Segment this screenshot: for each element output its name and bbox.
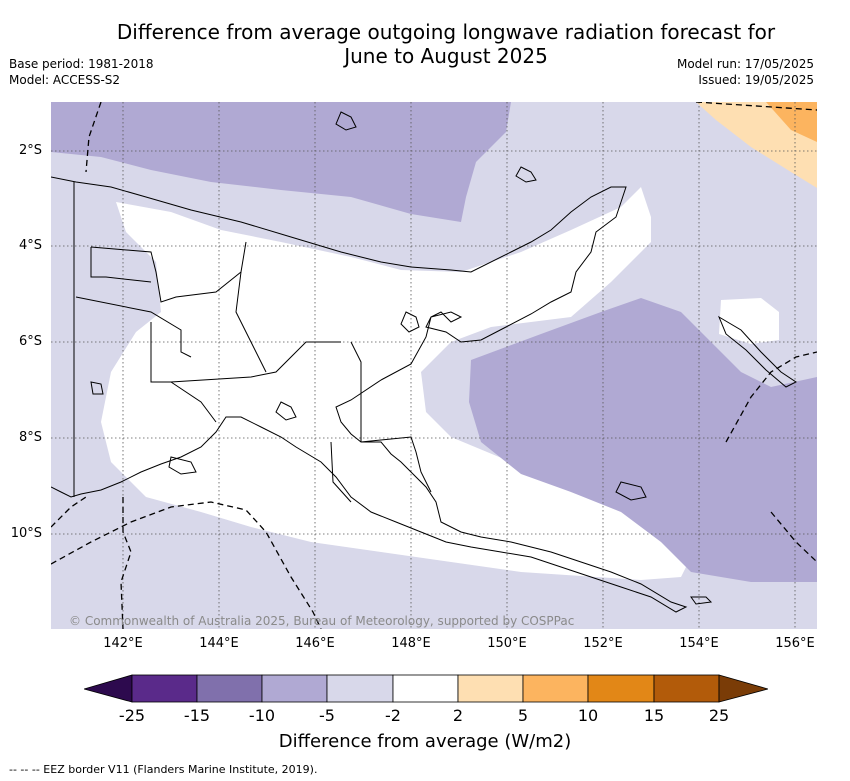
admin-borders [73, 182, 432, 503]
lat-label-4s: 4°S [18, 238, 42, 253]
colorbar-tick: 5 [517, 706, 529, 725]
coastlines [51, 111, 797, 613]
title-line-1: Difference from average outgoing longwav… [116, 20, 776, 44]
colorbar-bin [131, 674, 198, 703]
lat-label-10s: 10°S [10, 526, 42, 541]
colorbar-bin [196, 674, 263, 703]
model-run: Model run: 17/05/2025 [676, 57, 814, 71]
model-name: Model: ACCESS-S2 [9, 73, 121, 87]
issued-date: Issued: 19/05/2025 [698, 73, 814, 87]
lon-label-142e: 142°E [103, 636, 143, 651]
colorbar-tick: -2 [385, 706, 401, 725]
run-info: Model run: 17/05/2025 Issued: 19/05/2025 [677, 56, 814, 88]
colorbar-extend-low [82, 674, 133, 703]
colorbar-tick: -5 [319, 706, 335, 725]
colorbar-tick: 10 [577, 706, 599, 725]
colorbar-tick: -15 [183, 706, 211, 725]
base-period: Base period: 1981-2018 [9, 57, 154, 71]
colorbar-bin [653, 674, 720, 703]
colorbar-tick: -10 [248, 706, 276, 725]
lon-label-152e: 152°E [583, 636, 623, 651]
eez-footnote: -- -- -- EEZ border V11 (Flanders Marine… [9, 763, 318, 776]
colorbar-title: Difference from average (W/m2) [278, 731, 572, 752]
colorbar-bin [457, 674, 524, 703]
lat-label-2s: 2°S [18, 143, 42, 158]
neutral-region-east [719, 298, 779, 344]
colorbar-tick: -25 [118, 706, 146, 725]
copyright-notice: © Commonwealth of Australia 2025, Bureau… [69, 614, 575, 628]
lat-label-8s: 8°S [18, 430, 42, 445]
base-info: Base period: 1981-2018 Model: ACCESS-S2 [9, 56, 154, 88]
colorbar-tick: 25 [708, 706, 730, 725]
anomaly-region-southeast [469, 298, 817, 582]
lon-label-148e: 148°E [391, 636, 431, 651]
eez-borders [51, 102, 817, 629]
colorbar-bin [261, 674, 328, 703]
anomaly-region-northeast-strong [766, 102, 817, 142]
colorbar-extend-high [718, 674, 770, 703]
colorbar [82, 674, 770, 708]
lat-label-6s: 6°S [18, 334, 42, 349]
forecast-map [51, 102, 817, 629]
lon-label-144e: 144°E [199, 636, 239, 651]
colorbar-tick: 2 [452, 706, 464, 725]
anomaly-region-northwest [51, 102, 511, 222]
lon-label-150e: 150°E [487, 636, 527, 651]
lon-label-146e: 146°E [295, 636, 335, 651]
colorbar-bin [522, 674, 589, 703]
colorbar-tick: 15 [643, 706, 665, 725]
title-line-2: June to August 2025 [344, 44, 548, 68]
map-title: Difference from average outgoing longwav… [90, 20, 802, 68]
colorbar-bin [587, 674, 655, 703]
lon-label-154e: 154°E [679, 636, 719, 651]
lon-label-156e: 156°E [775, 636, 815, 651]
colorbar-bin [326, 674, 394, 703]
colorbar-bin [392, 674, 459, 703]
